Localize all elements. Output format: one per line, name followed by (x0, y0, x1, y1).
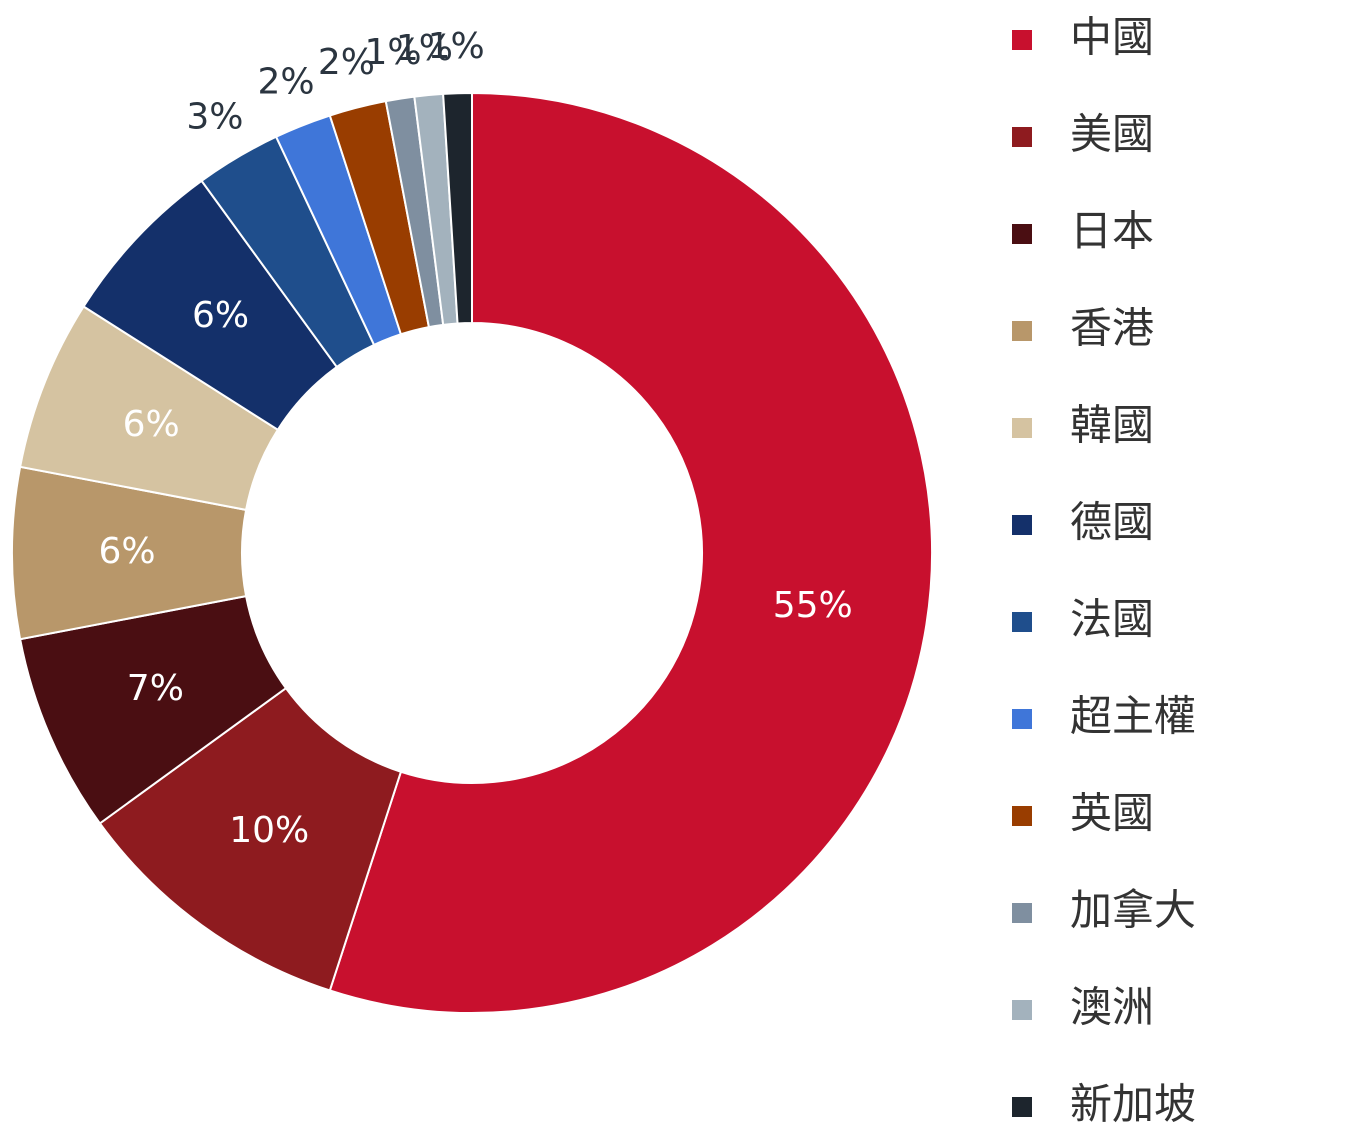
data-label: 7% (127, 668, 184, 709)
legend-swatch (1012, 127, 1032, 147)
legend-swatch (1012, 321, 1032, 341)
legend-label: 加拿大 (1070, 886, 1196, 935)
legend-swatch (1012, 515, 1032, 535)
data-label: 1% (428, 26, 485, 67)
data-label: 2% (318, 42, 375, 83)
data-label: 1% (396, 28, 453, 69)
legend-swatch (1012, 806, 1032, 826)
data-label: 3% (186, 96, 243, 137)
legend-swatch (1012, 418, 1032, 438)
legend-label: 超主權 (1070, 692, 1196, 741)
data-label: 1% (364, 32, 421, 73)
legend-swatch (1012, 1097, 1032, 1117)
legend-label: 美國 (1070, 110, 1154, 159)
legend-label: 新加坡 (1070, 1080, 1196, 1127)
legend-label: 日本 (1070, 207, 1154, 256)
slice (328, 91, 933, 1014)
legend-swatch (1012, 224, 1032, 244)
data-label: 6% (123, 404, 180, 445)
legend-label: 中國 (1070, 13, 1154, 62)
legend-swatch (1012, 30, 1032, 50)
legend-label: 德國 (1070, 498, 1154, 547)
data-label: 55% (773, 585, 853, 626)
legend-label: 法國 (1070, 595, 1154, 644)
legend-swatch (1012, 709, 1032, 729)
legend-label: 香港 (1070, 304, 1154, 353)
data-label: 10% (229, 810, 309, 851)
legend-swatch (1012, 903, 1032, 923)
data-label: 6% (98, 531, 155, 572)
slice (442, 91, 473, 325)
data-label: 6% (192, 295, 249, 336)
legend-label: 澳洲 (1070, 983, 1154, 1032)
legend-swatch (1012, 612, 1032, 632)
legend-label: 英國 (1070, 789, 1154, 838)
data-label: 2% (258, 61, 315, 102)
legend-label: 韓國 (1070, 401, 1154, 450)
slice (98, 686, 403, 992)
legend-swatch (1012, 1000, 1032, 1020)
